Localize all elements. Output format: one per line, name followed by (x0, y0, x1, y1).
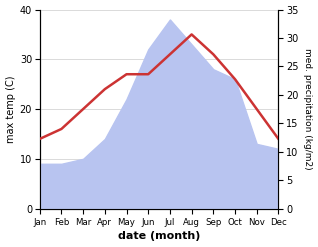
Y-axis label: med. precipitation (kg/m2): med. precipitation (kg/m2) (303, 48, 313, 170)
X-axis label: date (month): date (month) (118, 231, 200, 242)
Y-axis label: max temp (C): max temp (C) (5, 75, 16, 143)
